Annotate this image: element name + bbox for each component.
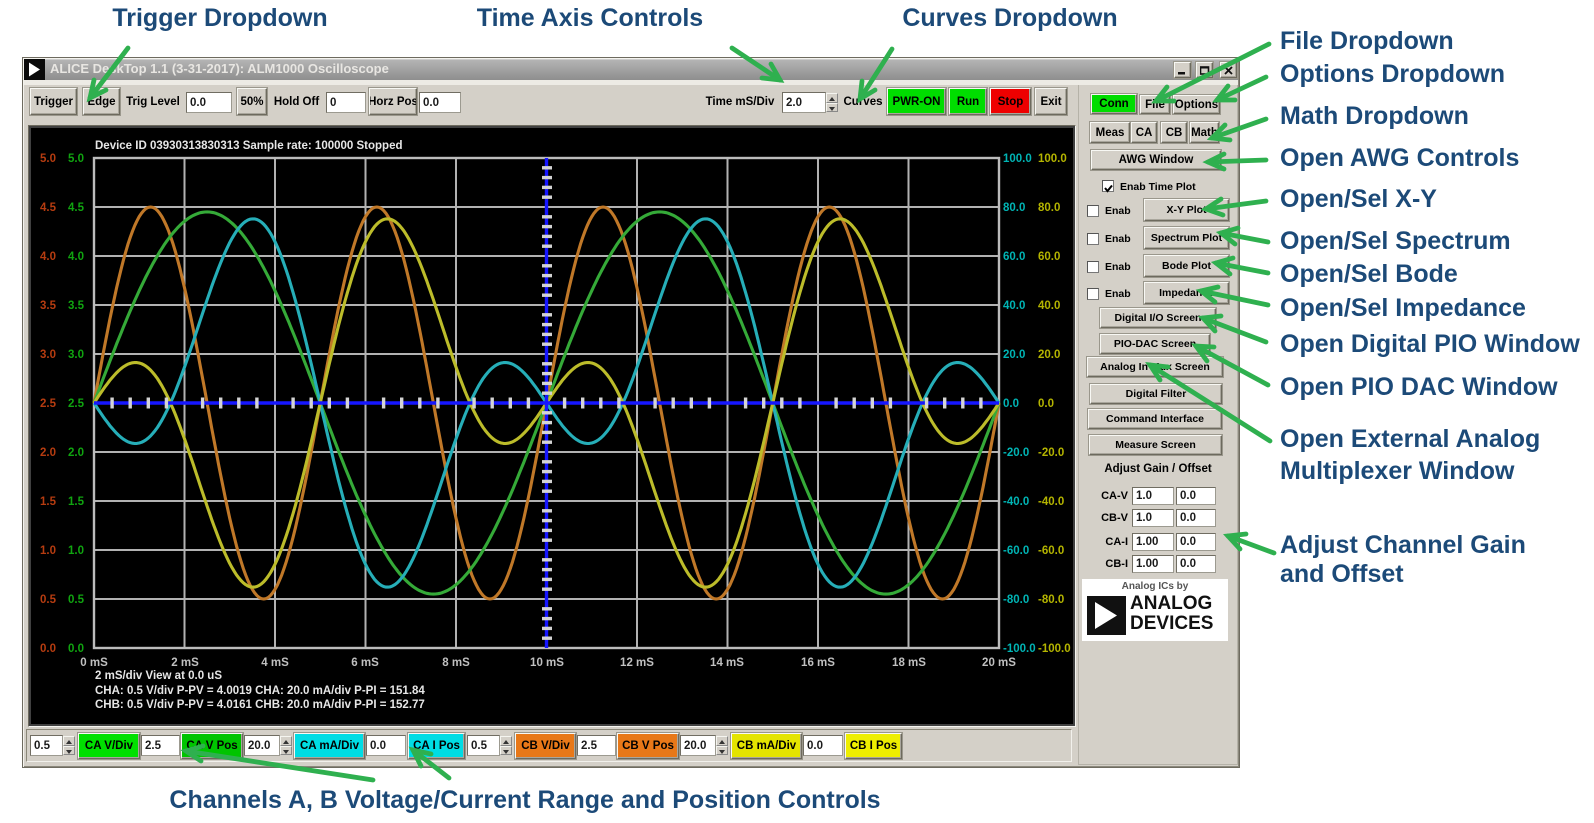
svg-text:0.5: 0.5 — [68, 594, 85, 606]
svg-text:80.0: 80.0 — [1003, 202, 1025, 214]
svg-text:18 mS: 18 mS — [892, 657, 926, 669]
svg-text:60.0: 60.0 — [1003, 251, 1025, 263]
svg-text:4.5: 4.5 — [68, 202, 85, 214]
svg-text:5.0: 5.0 — [68, 153, 84, 165]
svg-text:0.0: 0.0 — [1038, 398, 1054, 410]
svg-text:20.0: 20.0 — [1038, 349, 1060, 361]
svg-text:3.0: 3.0 — [68, 349, 84, 361]
svg-text:40.0: 40.0 — [1038, 300, 1060, 312]
svg-text:100.0: 100.0 — [1003, 153, 1032, 165]
svg-text:0.5: 0.5 — [40, 594, 57, 606]
svg-text:0.0: 0.0 — [40, 643, 56, 655]
svg-text:60.0: 60.0 — [1038, 251, 1060, 263]
svg-text:3.5: 3.5 — [40, 300, 57, 312]
svg-text:CHB: 0.5 V/div P-PV = 4.0161: CHB: 0.5 V/div P-PV = 4.0161 CHB: 20.0 m… — [95, 699, 425, 711]
svg-text:16 mS: 16 mS — [801, 657, 835, 669]
svg-text:Device ID 03930313830313 Sampl: Device ID 03930313830313 Sample rate: 10… — [95, 140, 403, 152]
svg-text:-100.0: -100.0 — [1003, 643, 1036, 655]
svg-text:-100.0: -100.0 — [1038, 643, 1071, 655]
svg-text:2.0: 2.0 — [40, 447, 56, 459]
svg-text:-60.0: -60.0 — [1038, 545, 1064, 557]
svg-text:3.0: 3.0 — [40, 349, 56, 361]
svg-text:1.5: 1.5 — [68, 496, 85, 508]
svg-text:40.0: 40.0 — [1003, 300, 1025, 312]
svg-text:2.5: 2.5 — [40, 398, 57, 410]
svg-text:0.0: 0.0 — [68, 643, 84, 655]
svg-text:8 mS: 8 mS — [442, 657, 470, 669]
svg-text:-80.0: -80.0 — [1003, 594, 1029, 606]
svg-text:-20.0: -20.0 — [1003, 447, 1029, 459]
svg-text:5.0: 5.0 — [40, 153, 56, 165]
svg-text:80.0: 80.0 — [1038, 202, 1060, 214]
svg-text:-60.0: -60.0 — [1003, 545, 1029, 557]
svg-text:10 mS: 10 mS — [530, 657, 564, 669]
svg-text:-20.0: -20.0 — [1038, 447, 1064, 459]
svg-text:2 mS: 2 mS — [171, 657, 199, 669]
svg-text:2.5: 2.5 — [68, 398, 85, 410]
svg-text:20 mS: 20 mS — [982, 657, 1016, 669]
svg-text:1.0: 1.0 — [40, 545, 56, 557]
svg-text:4.0: 4.0 — [68, 251, 84, 263]
svg-text:-40.0: -40.0 — [1003, 496, 1029, 508]
svg-text:1.0: 1.0 — [68, 545, 84, 557]
svg-text:4.0: 4.0 — [40, 251, 56, 263]
svg-text:3.5: 3.5 — [68, 300, 85, 312]
svg-text:CHA: 0.5 V/div P-PV = 4.0019: CHA: 0.5 V/div P-PV = 4.0019 CHA: 20.0 m… — [95, 685, 425, 697]
svg-text:-40.0: -40.0 — [1038, 496, 1064, 508]
svg-text:12 mS: 12 mS — [620, 657, 654, 669]
svg-text:14 mS: 14 mS — [710, 657, 744, 669]
svg-text:20.0: 20.0 — [1003, 349, 1025, 361]
svg-text:-80.0: -80.0 — [1038, 594, 1064, 606]
svg-text:0 mS: 0 mS — [80, 657, 108, 669]
svg-text:100.0: 100.0 — [1038, 153, 1067, 165]
svg-text:6 mS: 6 mS — [351, 657, 379, 669]
svg-text:2.0: 2.0 — [68, 447, 84, 459]
svg-text:4 mS: 4 mS — [261, 657, 289, 669]
svg-text:1.5: 1.5 — [40, 496, 57, 508]
svg-text:2 mS/div View at 0.0 uS: 2 mS/div View at 0.0 uS — [95, 670, 222, 682]
svg-text:0.0: 0.0 — [1003, 398, 1019, 410]
svg-text:4.5: 4.5 — [40, 202, 57, 214]
